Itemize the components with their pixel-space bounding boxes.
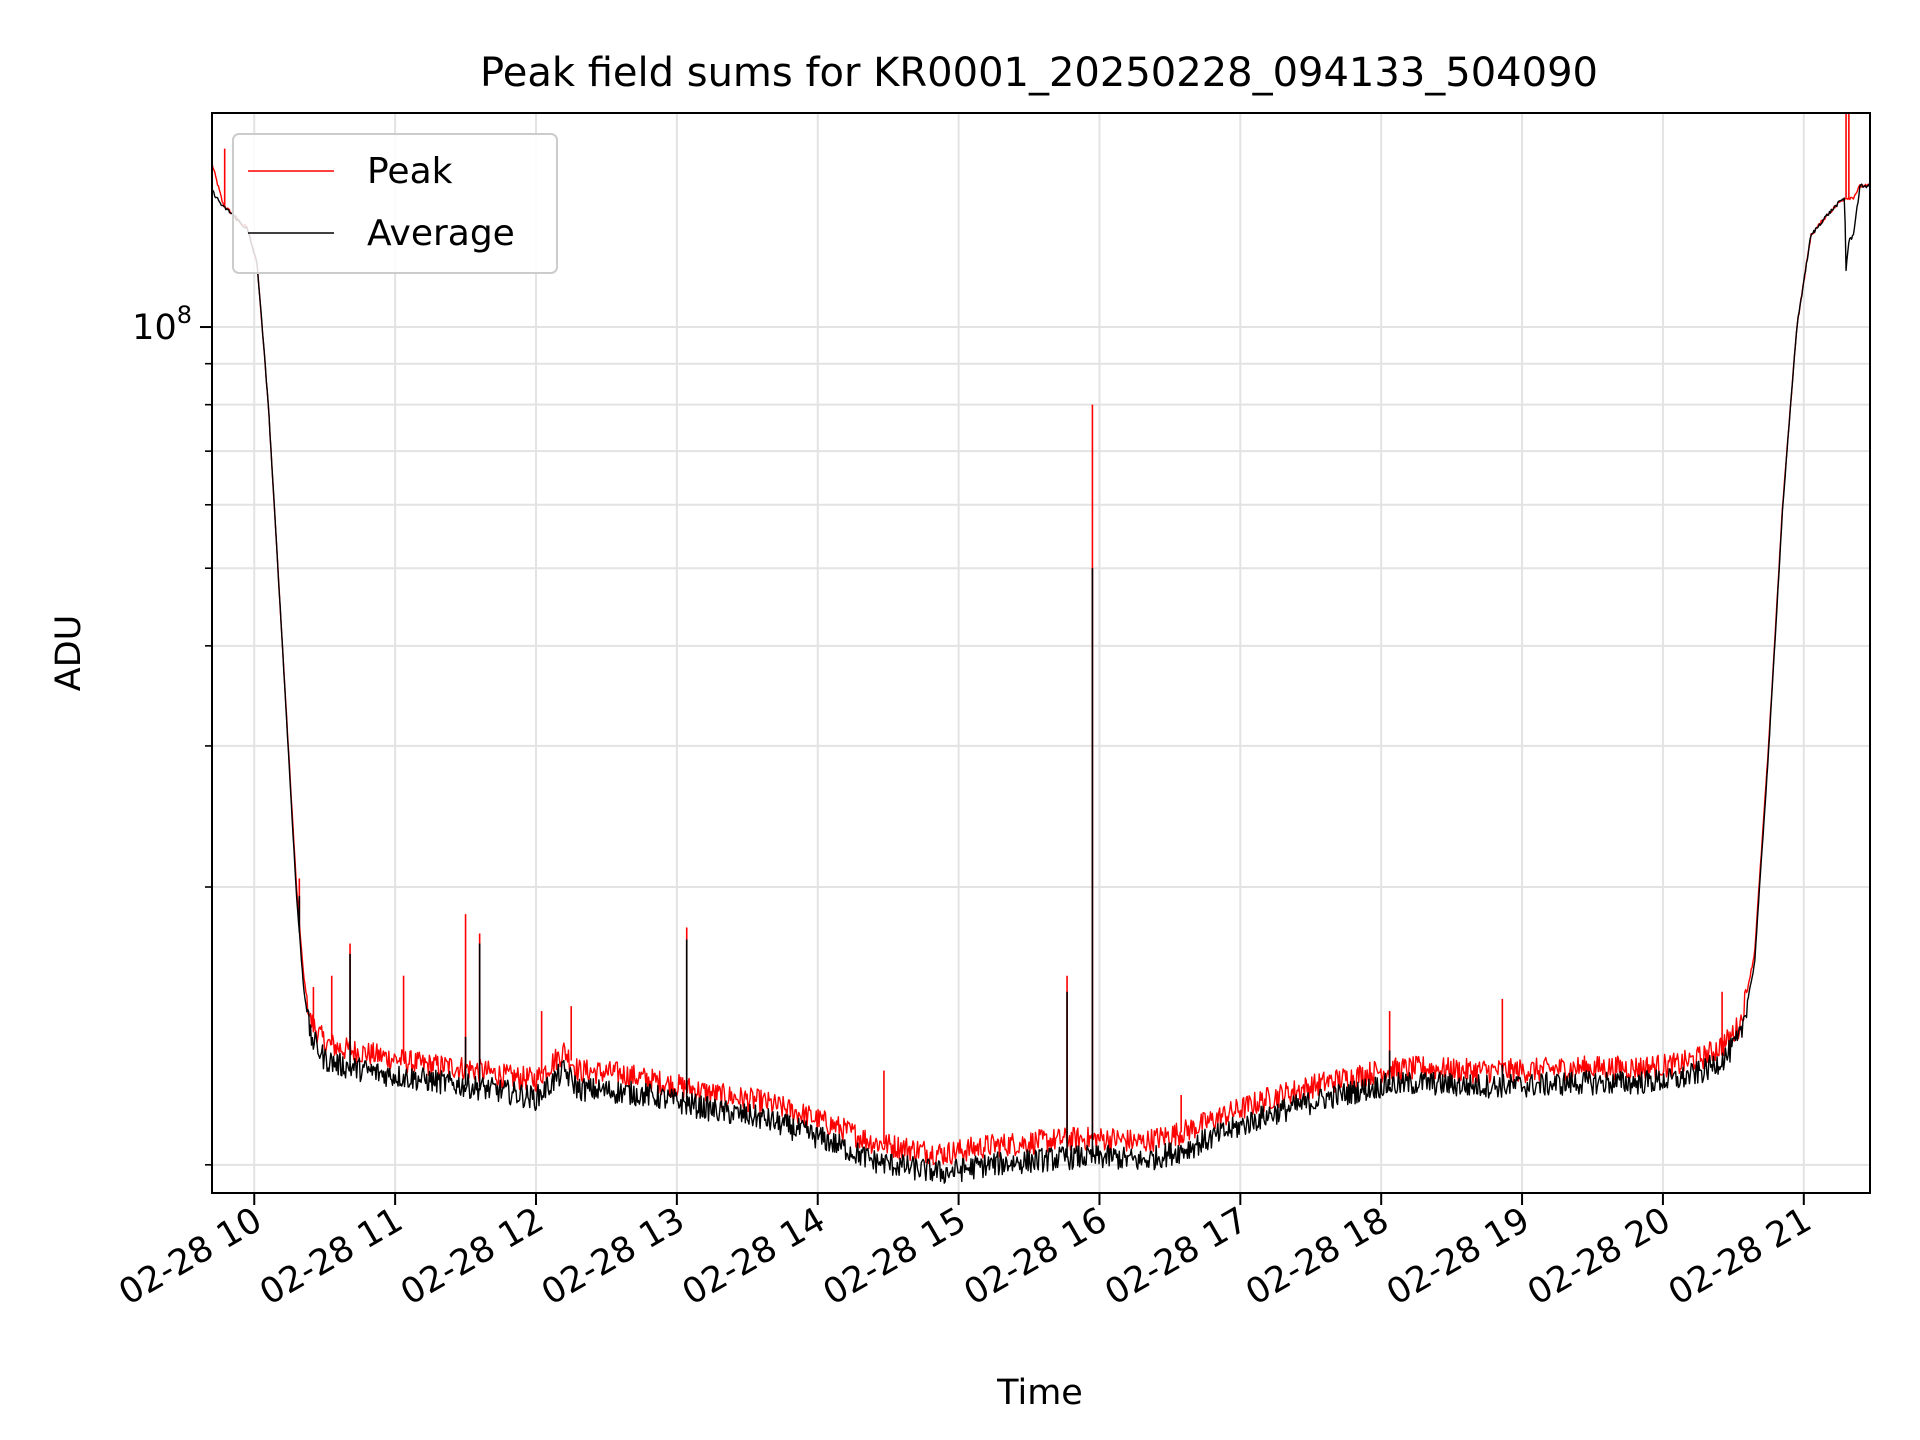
legend-label-peak: Peak [367,151,453,192]
legend-box [232,133,558,274]
series-line-peak [212,162,1870,1166]
plot-area [212,113,1870,1184]
y-tick-label: 108 [132,301,192,348]
y-axis: 108 [132,301,212,1166]
x-axis-label: Time [996,1373,1083,1413]
grid [212,113,1870,1193]
y-tick-label-base: 10 [132,308,177,348]
legend-label-average: Average [367,213,515,254]
plot-frame [211,112,1871,1194]
series-line-average [212,183,1870,1184]
legend: Peak Average [232,133,558,274]
series-average [212,183,1870,1184]
y-tick-label-exponent: 8 [177,301,192,329]
chart-title: Peak field sums for KR0001_20250228_0941… [480,50,1598,96]
y-axis-label: ADU [49,615,89,692]
